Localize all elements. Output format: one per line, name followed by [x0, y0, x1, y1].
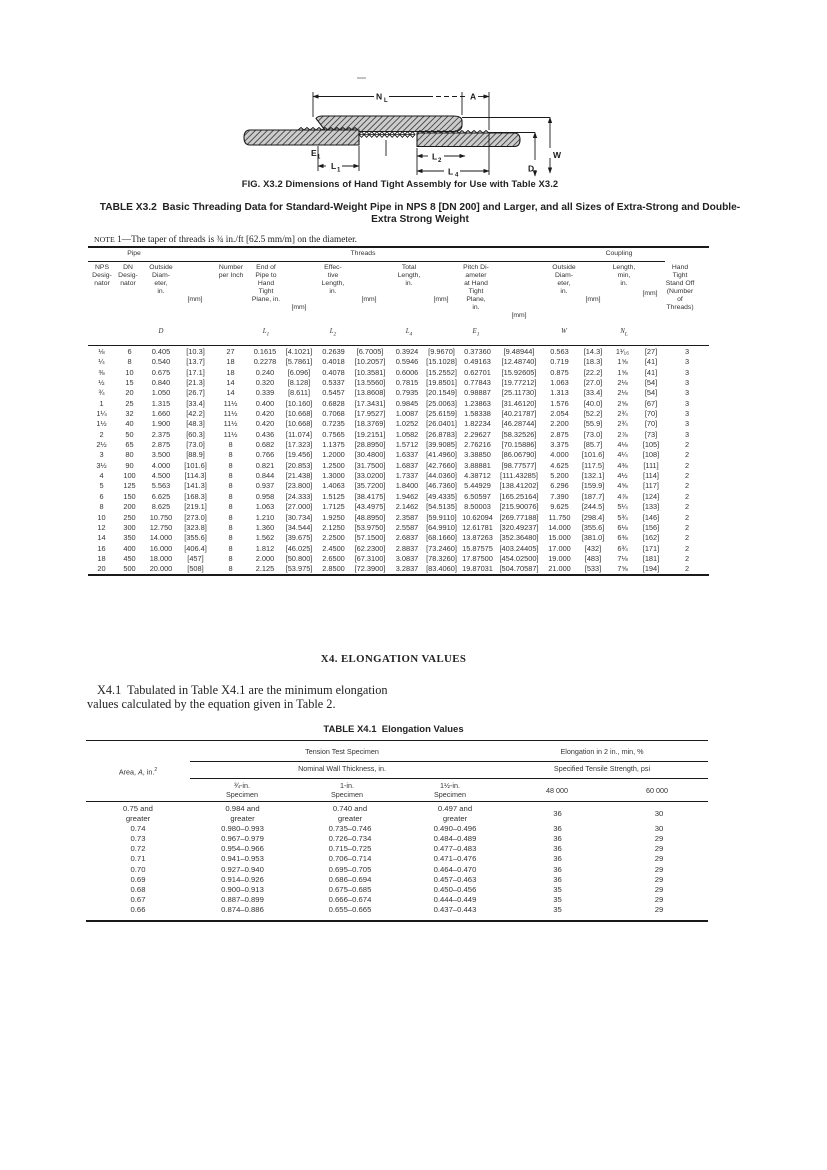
svg-text:A: A	[470, 92, 476, 102]
svg-text:N: N	[376, 92, 382, 102]
svg-text:L: L	[448, 167, 453, 177]
svg-text:L: L	[432, 152, 437, 162]
svg-text:4: 4	[455, 173, 459, 179]
svg-text:L: L	[331, 161, 336, 171]
svg-text:1: 1	[337, 168, 341, 174]
svg-text:1: 1	[317, 155, 321, 161]
svg-text:2: 2	[438, 158, 442, 164]
svg-text:W: W	[553, 150, 562, 160]
svg-text:L: L	[384, 98, 388, 104]
svg-text:D: D	[528, 164, 534, 174]
svg-text:E: E	[311, 148, 317, 158]
